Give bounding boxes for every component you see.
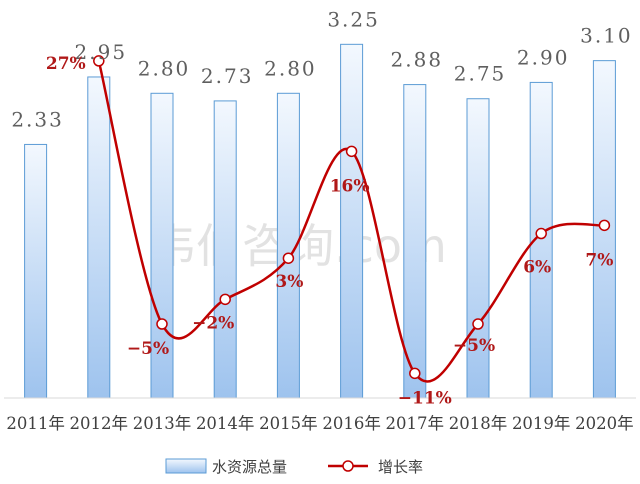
x-tick-label-6: 2017年 (386, 414, 445, 433)
x-tick-label-7: 2018年 (449, 414, 508, 433)
growth-rate-label-6: −11% (398, 388, 452, 408)
bar-value-label-4: 2.80 (264, 56, 317, 80)
x-tick-label-3: 2014年 (196, 414, 255, 433)
x-tick-label-4: 2015年 (259, 414, 318, 433)
bar-value-label-7: 2.75 (454, 62, 507, 86)
growth-rate-marker-7 (472, 318, 484, 330)
legend: 水资源总量 增长率 (165, 458, 423, 476)
x-tick-label-0: 2011年 (6, 414, 65, 433)
legend-label-bar: 水资源总量 (212, 458, 287, 476)
growth-rate-marker-5 (345, 145, 358, 158)
growth-rate-marker-6 (409, 367, 421, 380)
x-tick-label-2: 2013年 (133, 414, 192, 433)
bar-value-label-9: 3.10 (580, 24, 633, 48)
growth-rate-label-4: 3% (275, 272, 303, 292)
bar-value-label-3: 2.73 (201, 64, 254, 88)
bar-value-label-8: 2.90 (517, 45, 570, 69)
x-tick-label-9: 2020年 (575, 414, 634, 433)
x-tick-label-8: 2019年 (512, 414, 571, 433)
growth-rate-marker-8 (535, 227, 547, 240)
growth-rate-label-9: 7% (585, 250, 613, 270)
legend-label-line: 增长率 (378, 458, 423, 476)
growth-rate-marker-9 (598, 219, 611, 232)
growth-rate-label-8: 6% (523, 258, 551, 278)
legend-swatch-bar (165, 458, 207, 474)
bar-0 (24, 143, 48, 399)
bar-value-label-1: 2.95 (75, 40, 128, 64)
growth-rate-label-1: 27% (46, 54, 86, 74)
growth-rate-marker-4 (282, 252, 295, 264)
bar-value-label-2: 2.80 (138, 56, 191, 80)
bar-3 (213, 100, 237, 399)
bar-5 (340, 43, 364, 399)
growth-rate-marker-2 (156, 318, 168, 330)
bar-value-label-0: 2.33 (11, 107, 64, 131)
x-tick-label-5: 2016年 (322, 414, 381, 433)
growth-rate-label-5: 16% (330, 176, 370, 196)
growth-rate-label-2: −5% (127, 339, 169, 359)
bar-value-label-5: 3.25 (327, 7, 380, 31)
growth-rate-marker-1 (93, 55, 105, 67)
legend-swatch-marker (342, 460, 354, 472)
growth-rate-label-7: −5% (453, 336, 495, 356)
bar-value-label-6: 2.88 (391, 48, 444, 72)
x-tick-label-1: 2012年 (70, 414, 129, 433)
bar-6 (403, 84, 427, 399)
growth-rate-marker-3 (219, 293, 231, 306)
bar-1 (87, 76, 111, 399)
growth-rate-label-3: −2% (192, 313, 234, 333)
